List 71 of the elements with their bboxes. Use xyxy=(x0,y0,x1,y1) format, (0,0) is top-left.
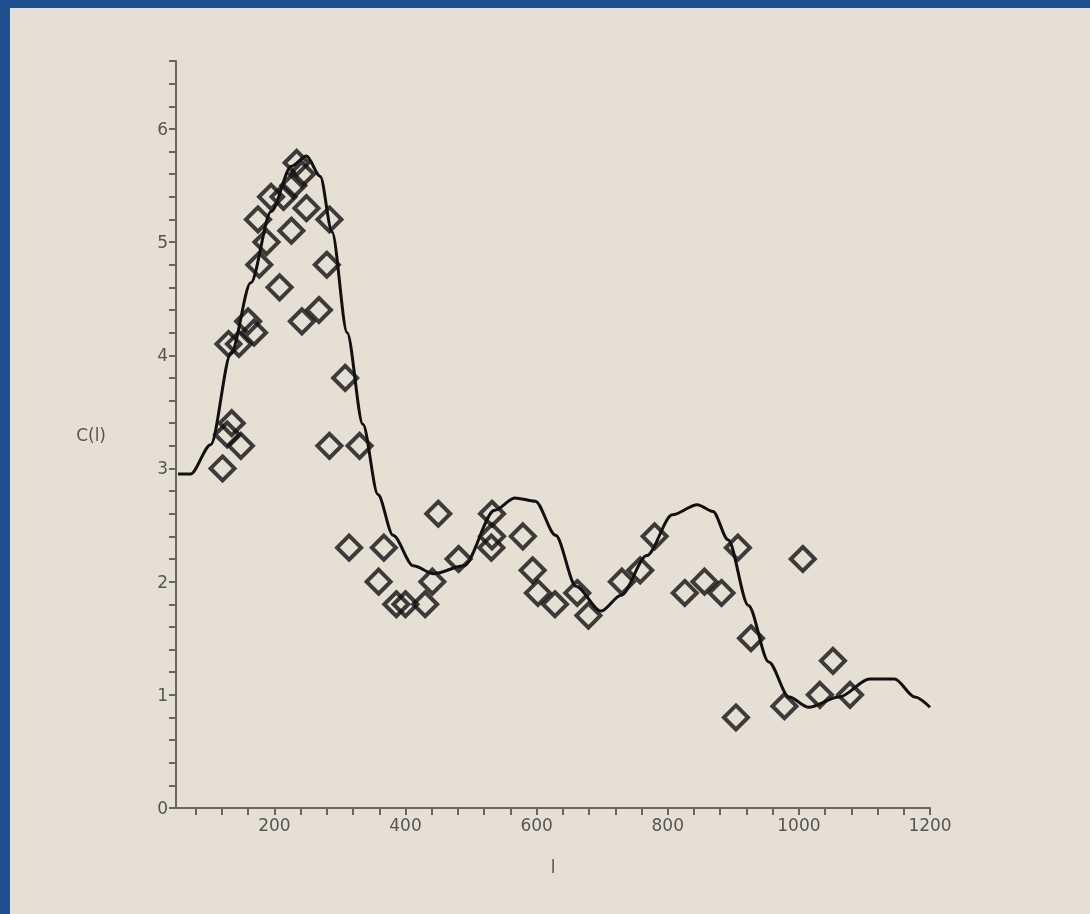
point xyxy=(369,533,398,562)
point xyxy=(508,522,537,551)
y-tick-label: 2 xyxy=(157,571,168,592)
point xyxy=(315,205,344,234)
point xyxy=(607,567,636,596)
point xyxy=(234,307,263,336)
point xyxy=(243,205,272,234)
y-axis-title: C(l) xyxy=(76,424,106,445)
point xyxy=(304,296,333,324)
x-tick-label: 200 xyxy=(258,814,291,835)
point xyxy=(805,680,834,709)
point xyxy=(574,601,603,630)
point xyxy=(331,363,360,392)
point xyxy=(563,578,592,607)
point xyxy=(690,567,719,596)
x-tick-label: 800 xyxy=(651,814,684,835)
point xyxy=(287,160,316,189)
point xyxy=(240,318,269,347)
point xyxy=(477,533,506,562)
point xyxy=(707,578,736,607)
point xyxy=(335,533,364,562)
x-tick-label: 600 xyxy=(520,814,553,835)
point xyxy=(208,454,237,483)
point xyxy=(411,590,440,619)
point xyxy=(540,590,569,619)
point xyxy=(788,545,817,573)
point xyxy=(478,499,507,528)
point xyxy=(364,567,393,596)
point xyxy=(345,431,374,460)
point xyxy=(312,250,341,279)
point xyxy=(282,148,311,177)
point xyxy=(478,522,507,551)
x-tick-label: 1000 xyxy=(777,814,821,835)
point xyxy=(770,692,799,721)
point xyxy=(252,228,281,257)
point xyxy=(444,545,473,573)
point xyxy=(836,680,865,709)
point xyxy=(818,646,847,675)
y-tick-label: 0 xyxy=(157,798,168,818)
point xyxy=(626,556,655,585)
point xyxy=(265,273,294,302)
point xyxy=(418,567,447,596)
point xyxy=(257,182,286,211)
point xyxy=(226,431,255,460)
point xyxy=(670,578,699,607)
y-tick-label: 4 xyxy=(157,345,168,366)
point xyxy=(245,250,274,279)
point xyxy=(269,182,298,211)
point xyxy=(214,329,243,358)
point xyxy=(287,307,316,336)
point xyxy=(721,703,750,732)
point xyxy=(315,431,344,460)
point xyxy=(292,194,321,223)
point xyxy=(737,624,766,653)
point xyxy=(523,578,552,607)
x-tick-label: 1200 xyxy=(908,814,952,835)
point xyxy=(723,533,752,562)
point xyxy=(213,420,242,449)
y-tick-label: 6 xyxy=(157,118,168,139)
point xyxy=(277,216,306,245)
y-tick-label: 5 xyxy=(157,232,168,253)
x-axis-title: l xyxy=(550,856,556,877)
point xyxy=(391,590,420,619)
y-tick-label: 3 xyxy=(157,458,168,479)
point xyxy=(518,556,547,585)
x-tick-label: 400 xyxy=(389,814,422,835)
point xyxy=(424,499,453,528)
point xyxy=(217,409,246,438)
point xyxy=(640,522,669,551)
point xyxy=(382,590,411,619)
y-tick-label: 1 xyxy=(157,684,168,705)
